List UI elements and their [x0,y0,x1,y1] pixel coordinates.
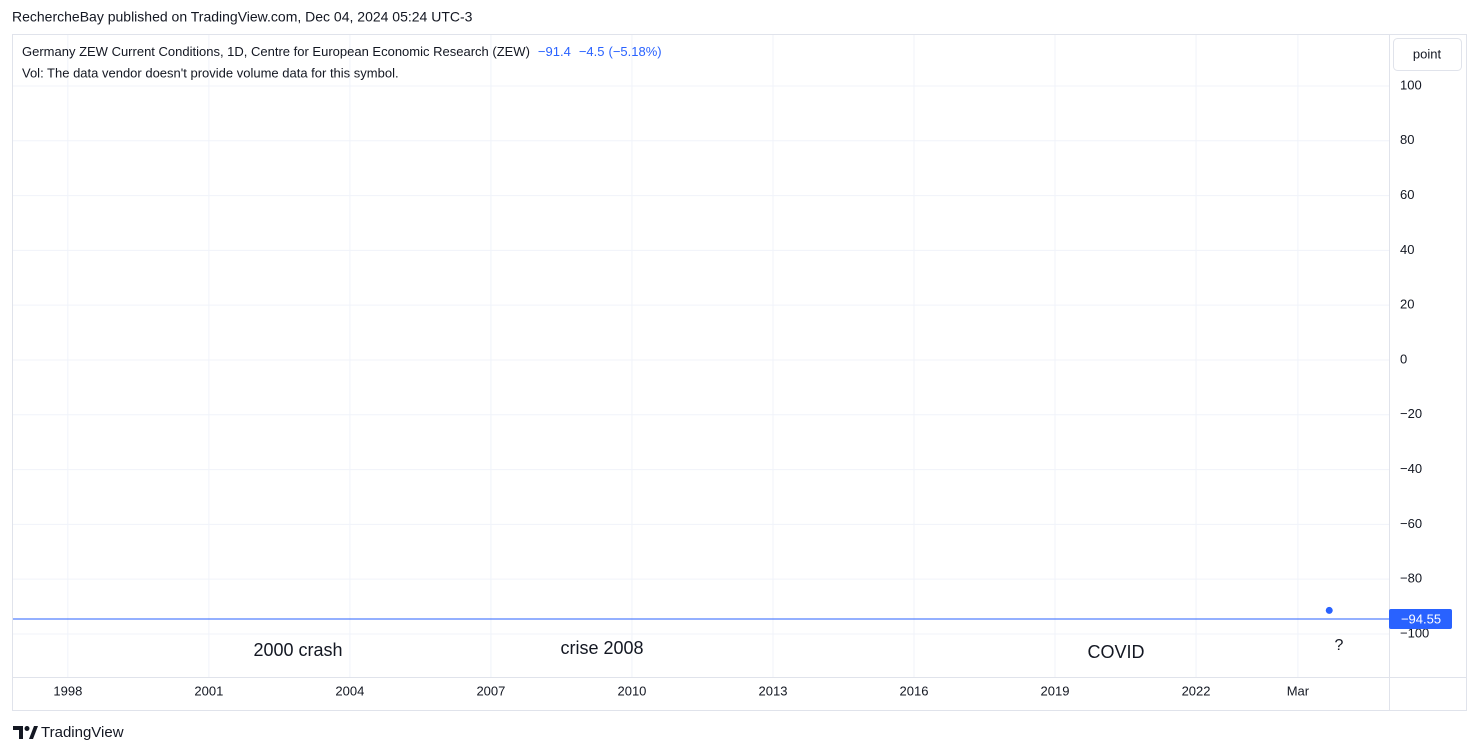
y-tick-label: −20 [1400,406,1422,421]
x-tick-label: 2004 [335,683,364,698]
chart-frame [12,34,1467,711]
y-tick-label: −80 [1400,571,1422,586]
volume-note: Vol: The data vendor doesn't provide vol… [22,65,399,80]
y-tick-label: 0 [1400,351,1407,366]
logo-dot [24,726,30,731]
x-tick-label: 2019 [1041,683,1070,698]
legend-change-pct: (−5.18%) [608,44,661,59]
level-label-box [1389,609,1452,630]
x-tick-label: 2022 [1182,683,1211,698]
annotation: 2000 crash [253,640,342,660]
y-tick-label: 20 [1400,297,1414,312]
grid [13,35,1389,677]
logo-slash [29,726,38,739]
published-line: RechercheBay published on TradingView.co… [12,9,473,25]
y-tick-label: −100 [1400,625,1429,640]
plot [13,618,1389,620]
x-tick-label: Mar [1287,683,1310,698]
last-point [1325,606,1333,614]
x-tick-label: 2010 [617,683,646,698]
annotation: ? [1335,637,1344,654]
x-tick-label: 1998 [53,683,82,698]
labels: 100 80 60 40 20 0 −20 −40 −60 −80 −100 1998 2001 2004… [53,77,1452,698]
level-label: −94.55 [1401,611,1441,626]
y-tick-label: 100 [1400,77,1422,92]
logo-mark [13,726,23,739]
x-tick-label: 2016 [900,683,929,698]
y-tick-label: −60 [1400,516,1422,531]
legend-last: −91.4 [538,44,571,59]
legend-name: Germany ZEW Current Conditions, 1D, Cent… [22,44,530,59]
y-tick-label: −40 [1400,461,1422,476]
y-tick-label: 80 [1400,132,1414,147]
y-tick-label: 60 [1400,187,1414,202]
tv-logo [13,726,38,739]
unit-button[interactable] [1393,38,1462,71]
footer-brand: TradingView [41,724,124,741]
x-tick-label: 2007 [476,683,505,698]
annotation: crise 2008 [560,638,643,658]
y-tick-label: 40 [1400,242,1414,257]
x-tick-label: 2001 [194,683,223,698]
legend: Germany ZEW Current Conditions, 1D, Cent… [22,44,662,59]
unit-label[interactable]: point [1413,46,1442,61]
annotation: COVID [1087,642,1144,662]
legend-change: −4.5 [579,44,605,59]
x-tick-label: 2013 [759,683,788,698]
